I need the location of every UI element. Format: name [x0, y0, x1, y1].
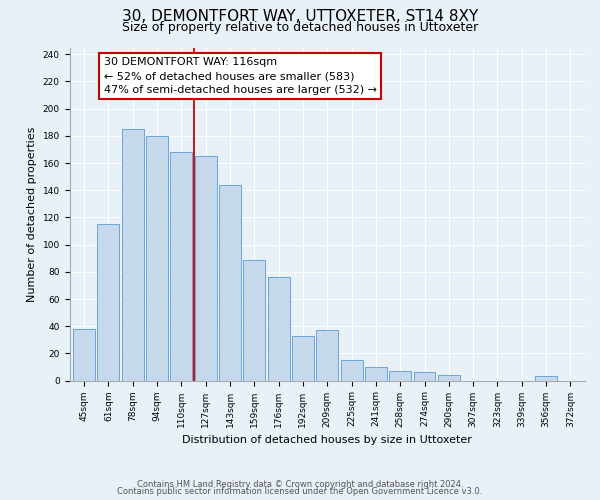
Bar [316, 330, 338, 380]
Bar [438, 375, 460, 380]
Bar [413, 372, 436, 380]
Bar [73, 329, 95, 380]
Bar [365, 367, 387, 380]
Y-axis label: Number of detached properties: Number of detached properties [27, 126, 37, 302]
Bar [535, 376, 557, 380]
Bar [389, 371, 411, 380]
Bar [97, 224, 119, 380]
Bar [268, 277, 290, 380]
X-axis label: Distribution of detached houses by size in Uttoxeter: Distribution of detached houses by size … [182, 435, 472, 445]
Bar [146, 136, 168, 380]
Bar [122, 129, 143, 380]
Text: Contains HM Land Registry data © Crown copyright and database right 2024.: Contains HM Land Registry data © Crown c… [137, 480, 463, 489]
Bar [244, 260, 265, 380]
Bar [195, 156, 217, 380]
Text: 30, DEMONTFORT WAY, UTTOXETER, ST14 8XY: 30, DEMONTFORT WAY, UTTOXETER, ST14 8XY [122, 9, 478, 24]
Bar [170, 152, 193, 380]
Bar [341, 360, 362, 380]
Bar [219, 185, 241, 380]
Text: 30 DEMONTFORT WAY: 116sqm
← 52% of detached houses are smaller (583)
47% of semi: 30 DEMONTFORT WAY: 116sqm ← 52% of detac… [104, 57, 377, 95]
Text: Size of property relative to detached houses in Uttoxeter: Size of property relative to detached ho… [122, 21, 478, 34]
Bar [292, 336, 314, 380]
Text: Contains public sector information licensed under the Open Government Licence v3: Contains public sector information licen… [118, 487, 482, 496]
